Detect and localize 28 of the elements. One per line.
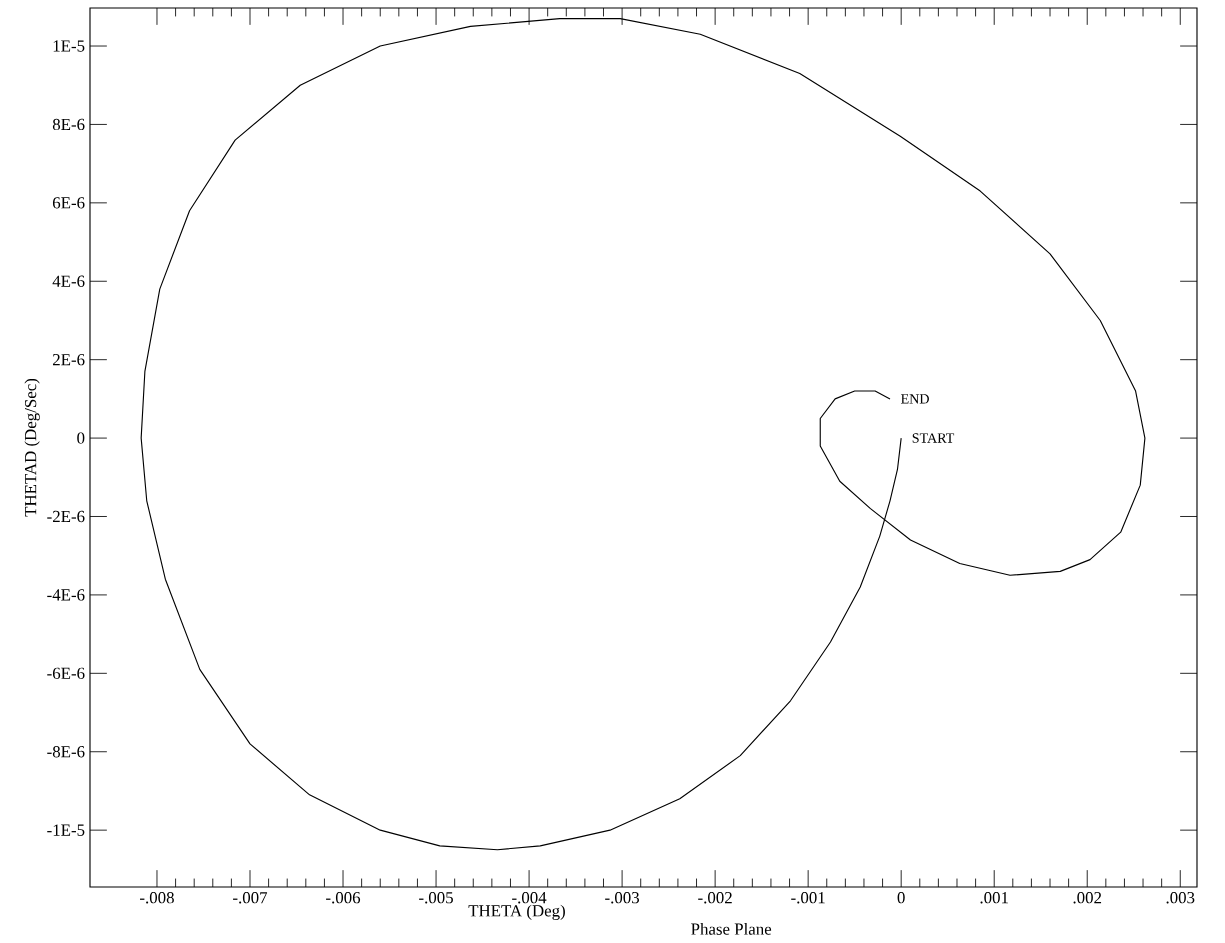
x-tick-label: -.007 (233, 891, 268, 904)
y-tick-label: 0 (77, 432, 85, 444)
x-tick-label: -.002 (698, 891, 732, 904)
y-axis-title: THETAD (Deg/Sec) (24, 378, 40, 517)
y-tick-label: 1E-5 (53, 40, 85, 52)
x-tick-label: -.005 (419, 891, 453, 904)
annotation: START (912, 433, 955, 443)
x-tick-label: -.001 (791, 891, 825, 904)
x-tick-label: -.008 (140, 891, 174, 904)
y-tick-label: -8E-6 (47, 746, 85, 758)
y-tick-label: 4E-6 (52, 275, 85, 287)
y-tick-label: -6E-6 (47, 667, 85, 679)
y-tick-label: 6E-6 (52, 197, 85, 209)
x-tick-label: 0 (897, 891, 905, 904)
x-axis-title: THETA (Deg) (468, 904, 565, 920)
y-tick-label: 2E-6 (52, 354, 85, 366)
x-tick-label: .001 (980, 891, 1008, 904)
y-tick-label: -2E-6 (47, 510, 85, 523)
x-tick-label: -.006 (326, 891, 361, 904)
x-tick-label: .003 (1166, 891, 1195, 904)
y-tick-label: -1E-5 (47, 824, 85, 836)
x-tick-label: .002 (1073, 891, 1102, 904)
text: Phase Plane (691, 922, 772, 935)
y-tick-label: -4E-6 (47, 589, 85, 601)
x-tick-label: -.004 (512, 891, 547, 904)
annotation: END (901, 394, 929, 404)
x-tick-label: -.003 (605, 891, 640, 904)
y-tick-label: 8E-6 (52, 118, 85, 131)
